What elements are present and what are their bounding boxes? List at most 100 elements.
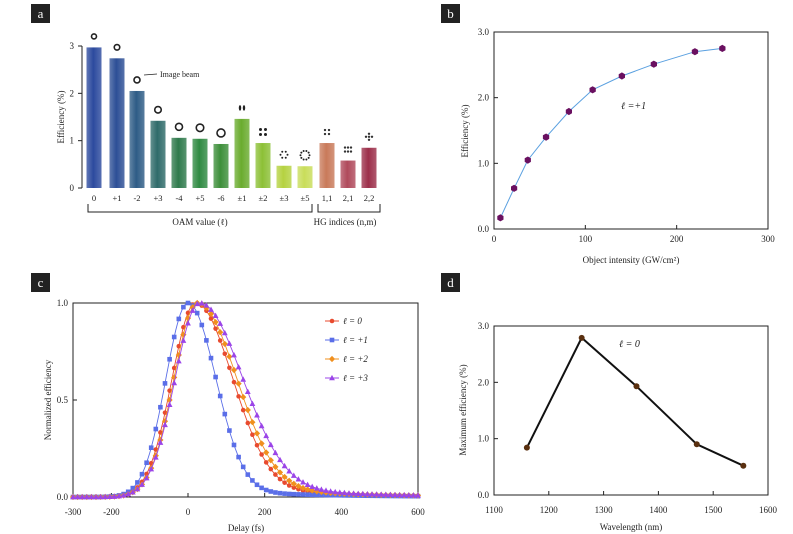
c-data-point [189,304,196,311]
c-legend-marker [329,318,335,324]
c-data-point [240,407,246,413]
c-data-point [176,316,182,322]
dot-icon [307,156,310,159]
c-data-point [254,482,260,488]
c-data-point [258,440,265,447]
a-beam-inset-icon [259,128,267,137]
panel-label-d-box [441,273,460,292]
c-data-point [245,472,251,477]
c-data-point [277,456,283,463]
d-x-tick-label: 1600 [759,505,778,515]
c-data-point [296,486,301,492]
c-data-point [185,320,191,326]
a-x-tick-label: 0 [92,193,96,203]
dot-icon [279,153,282,156]
c-data-point [213,326,218,331]
ring-icon [133,76,141,84]
c-data-point [296,492,301,497]
c-legend-label: ℓ = +2 [343,354,368,364]
b-y-label: Efficiency (%) [460,104,470,157]
c-data-point [291,491,297,497]
dot-icon [327,132,331,136]
dot-icon [284,150,287,153]
d-data-point [633,383,640,390]
c-data-point [300,492,306,497]
c-data-point [88,493,95,500]
c-series: ℓ = +3 [70,300,421,500]
c-data-point [364,490,371,497]
b-data-point [618,72,625,80]
d-x-tick-label: 1500 [704,505,723,515]
c-data-point [396,491,403,498]
d-x-label: Wavelength (nm) [600,522,663,532]
c-data-point [204,338,209,343]
c-data-point [143,474,150,481]
c-legend-marker [329,374,335,381]
dot-icon [323,132,327,136]
panel-label-a-box [31,4,50,23]
c-data-point [167,356,172,362]
c-data-point [290,480,297,487]
lobe-icon [238,105,242,111]
c-data-point [359,490,366,497]
c-data-point [282,480,287,485]
c-data-point [70,493,76,500]
a-y-tick-label: 3 [70,41,75,51]
c-data-point [350,490,357,496]
a-x-label-hg: HG indices (n,m) [314,217,377,227]
c-legend-label: ℓ = +1 [343,335,368,345]
dot-icon [367,138,371,141]
c-data-point [254,412,260,418]
c-data-point [309,487,316,494]
dot-icon [349,146,353,149]
a-x-tick-label: ±5 [301,193,310,203]
c-data-point [282,491,287,496]
c-data-point [222,411,228,417]
b-data-point [524,156,531,164]
c-data-point [286,468,293,474]
a-x-tick-label: +5 [195,193,204,203]
c-data-point [231,379,237,385]
d-x-tick-label: 1300 [595,505,614,515]
a-beam-inset-icon [153,105,163,114]
a-x-tick-label: -4 [175,193,183,203]
d-data-point [523,444,530,451]
a-annotation: Image beam [160,70,200,79]
c-data-point [207,310,215,317]
c-data-point [314,492,320,498]
c-data-point [244,406,251,414]
dot-icon [300,151,303,154]
dot-icon [284,156,287,159]
c-data-point [291,485,297,490]
dot-icon [302,158,305,161]
a-beam-inset-icon [133,76,141,84]
b-annotation: ℓ =+1 [621,101,646,112]
panel-label-b-box [441,4,460,23]
dot-icon [370,135,374,138]
c-data-point [273,472,278,477]
c-data-point [249,419,256,426]
c-data-point [267,457,274,464]
c-data-point [125,491,132,497]
c-data-point [401,491,408,498]
c-data-point [93,493,99,500]
c-data-point [268,489,274,494]
c-data-point [221,329,228,336]
a-x-tick-label: 2,2 [364,193,375,203]
c-data-point [226,340,233,346]
dot-icon [299,154,302,157]
c-x-tick-label: 0 [186,507,191,517]
c-series-line [73,302,419,498]
c-data-point [309,483,316,489]
c-data-point [79,493,86,500]
a-beam-inset-icon [174,122,184,132]
d-y-tick-label: 0.0 [478,490,490,500]
c-data-point [244,388,251,395]
a-beam-inset-icon [299,149,311,161]
c-data-point [405,491,412,498]
c-data-point [276,469,284,476]
dot-icon [307,151,310,154]
panel-c: c -300 -200 0 200 400 600 0.0 0.5 1.0 Delay (fs) N… [31,273,425,533]
d-y-label: Maximum efficiency (%) [458,364,468,455]
ring-icon [90,33,98,40]
